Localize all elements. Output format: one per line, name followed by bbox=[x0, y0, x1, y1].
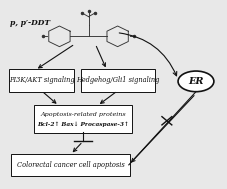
Text: ER: ER bbox=[188, 77, 203, 86]
Text: p, p′-DDT: p, p′-DDT bbox=[10, 19, 50, 27]
FancyBboxPatch shape bbox=[11, 154, 129, 176]
FancyBboxPatch shape bbox=[9, 69, 74, 92]
Text: Colorectal cancer cell apoptosis: Colorectal cancer cell apoptosis bbox=[17, 161, 124, 169]
FancyBboxPatch shape bbox=[80, 69, 154, 92]
Text: PI3K/AKT signaling: PI3K/AKT signaling bbox=[9, 76, 74, 84]
Text: Apoptosis-related proteins: Apoptosis-related proteins bbox=[40, 112, 125, 117]
Text: Bcl-2↑ Bax↓ Procaspase-3↑: Bcl-2↑ Bax↓ Procaspase-3↑ bbox=[37, 122, 128, 127]
FancyArrowPatch shape bbox=[119, 33, 176, 76]
Ellipse shape bbox=[177, 71, 213, 92]
FancyBboxPatch shape bbox=[34, 105, 132, 133]
Text: Hedgehog/Gli1 signaling: Hedgehog/Gli1 signaling bbox=[76, 76, 159, 84]
